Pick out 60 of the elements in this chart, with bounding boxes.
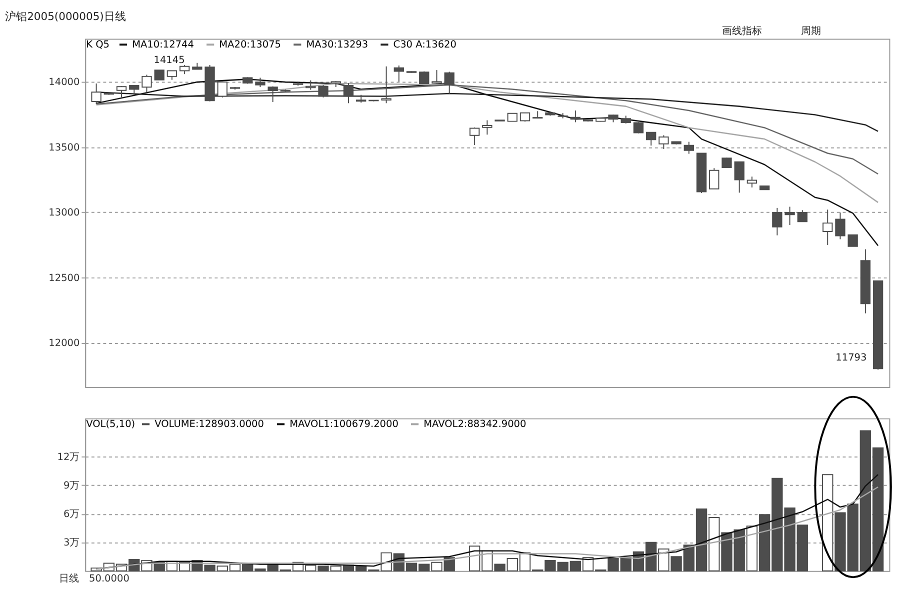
candlestick: [772, 207, 782, 236]
legend-label: MAVOL2:88342.9000: [424, 419, 526, 430]
candlestick: [469, 126, 480, 146]
text: 画线指标: [722, 24, 762, 37]
candlestick: [848, 234, 858, 247]
y-tick-label: 12000: [48, 338, 80, 350]
annotation: 11793: [836, 352, 867, 364]
candlestick: [394, 65, 404, 82]
y-tick-label: 6万: [64, 509, 80, 520]
text: 日线: [59, 572, 80, 585]
legend-label: VOLUME:128903.0000: [154, 419, 264, 430]
candlestick: [709, 168, 720, 190]
y-tick-label: 12万: [57, 452, 80, 463]
candlestick: [318, 84, 328, 98]
candlestick: [444, 71, 454, 94]
candlestick: [268, 86, 278, 102]
candlestick: [419, 70, 430, 84]
candlestick: [432, 70, 442, 84]
chart-title: 沪铝2005(000005)日线: [5, 10, 126, 24]
candlestick: [722, 157, 732, 168]
candlestick: [734, 161, 744, 194]
text: 50.0000: [89, 574, 130, 585]
candlestick: [255, 77, 266, 88]
y-tick-label: 14000: [48, 77, 80, 88]
candlestick: [658, 134, 669, 150]
legend-label: C30 A:13620: [393, 40, 456, 51]
legend-label: MAVOL1:100679.2000: [290, 419, 398, 430]
legend-title: VOL(5,10): [86, 419, 136, 430]
candlestick: [116, 86, 127, 98]
y-tick-label: 12500: [48, 272, 80, 284]
legend-label: MA30:13293: [306, 40, 368, 51]
candlestick: [633, 122, 644, 134]
candlestick: [91, 83, 102, 104]
candlestick: [570, 110, 581, 123]
candlestick: [343, 82, 354, 104]
candlestick: [179, 64, 190, 75]
candlestick: [784, 206, 795, 226]
y-tick-label: 3万: [64, 538, 80, 549]
legend-title: K Q5: [86, 40, 110, 51]
text: 周期: [800, 24, 821, 37]
annotation: 14145: [154, 54, 185, 66]
candlestick: [142, 74, 152, 93]
candlestick: [306, 80, 316, 90]
candlestick: [822, 209, 833, 246]
candlestick: [381, 66, 392, 104]
candlestick: [797, 210, 808, 222]
candlestick: [166, 70, 178, 80]
candlestick: [646, 132, 656, 146]
y-tick-label: 13000: [48, 208, 80, 219]
legend-label: MA10:12744: [132, 40, 194, 51]
y-tick-label: 13500: [48, 142, 80, 154]
candlestick: [482, 120, 492, 136]
candlestick: [217, 81, 228, 98]
candlestick: [684, 141, 694, 154]
candlestick: [835, 212, 846, 240]
candlestick: [129, 84, 140, 96]
candlestick: [746, 176, 758, 188]
legend-label: MA20:13075: [219, 40, 282, 51]
y-tick-label: 9万: [64, 480, 80, 492]
candlestick: [154, 70, 164, 80]
